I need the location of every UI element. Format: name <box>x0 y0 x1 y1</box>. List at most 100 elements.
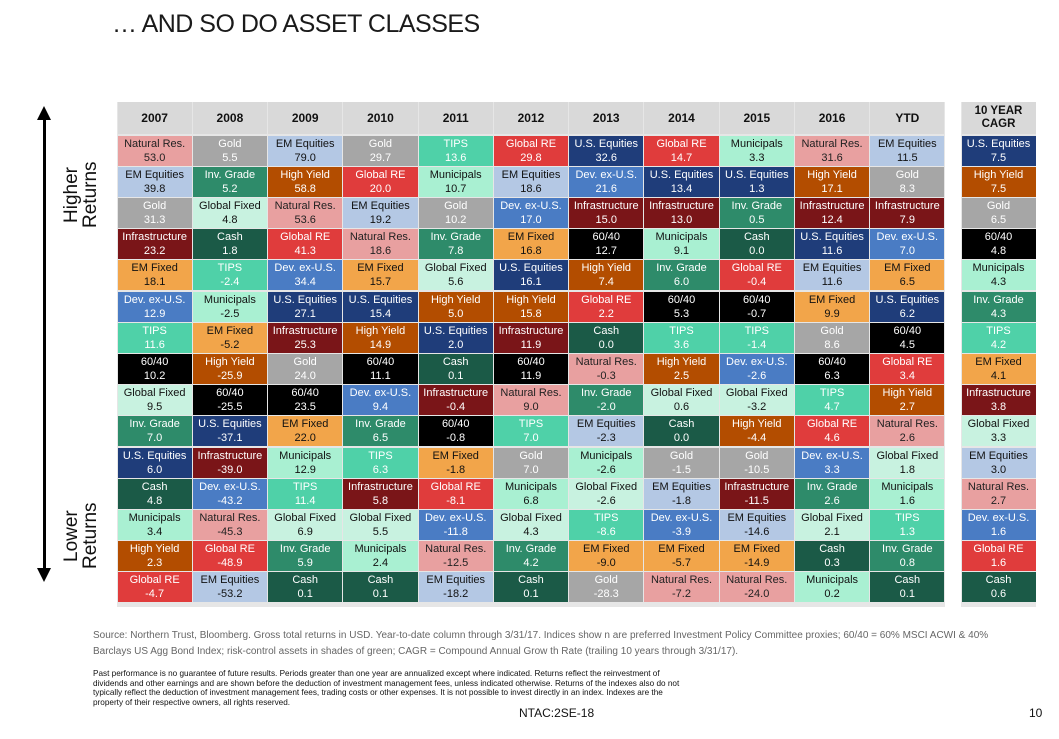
return-value: -9.0 <box>596 557 616 570</box>
asset-name: Natural Res. <box>425 543 487 556</box>
cell-tips: TIPS 7.0 <box>493 416 569 447</box>
cell-municipals: Municipals -2.5 <box>192 291 268 322</box>
return-value: 0.6 <box>990 588 1007 601</box>
return-value: 4.1 <box>990 369 1007 382</box>
return-value: -43.2 <box>217 494 243 507</box>
cell-high-yield: High Yield -25.9 <box>192 353 268 385</box>
cell-tips: TIPS 6.3 <box>343 447 418 478</box>
column-header-cagr: 10 YEAR CAGR <box>961 102 1036 134</box>
cell-natural-res: Natural Res. 53.0 <box>117 135 192 166</box>
asset-name: Inv. Grade <box>806 480 858 493</box>
cell-em-equities: EM Equities -14.6 <box>719 509 794 541</box>
asset-name: Dev. ex-U.S. <box>726 355 788 368</box>
return-value: 7.5 <box>990 182 1007 195</box>
cell-gold: Gold 29.7 <box>343 135 418 166</box>
higher-returns-line-2: Returns <box>80 161 101 229</box>
return-value: 4.3 <box>990 276 1007 289</box>
asset-name: Global Fixed <box>575 480 638 493</box>
asset-name: Cash <box>819 543 845 556</box>
asset-name: Municipals <box>881 480 934 493</box>
cell-em-fixed: EM Fixed 22.0 <box>268 416 343 447</box>
return-value: -14.9 <box>744 557 770 570</box>
return-value: -45.3 <box>217 525 243 538</box>
cell-infrastructure: Infrastructure 3.8 <box>961 385 1036 416</box>
return-value: 7.5 <box>990 151 1007 164</box>
asset-name: 60/40 <box>743 293 771 306</box>
cell-60-40: 60/40 23.5 <box>268 385 343 416</box>
cell-dev-ex-u-s: Dev. ex-U.S. 34.4 <box>268 260 343 291</box>
cell-high-yield: High Yield 14.9 <box>343 322 418 353</box>
return-value: 34.4 <box>294 276 316 289</box>
return-value: 18.6 <box>520 182 542 195</box>
asset-name: Inv. Grade <box>580 387 632 400</box>
disclaimer: Past performance is no guarantee of futu… <box>93 669 680 707</box>
cell-natural-res: Natural Res. -24.0 <box>719 572 794 603</box>
asset-name: 60/40 <box>291 387 319 400</box>
return-value: 2.7 <box>990 494 1007 507</box>
cell-inv-grade: Inv. Grade 2.6 <box>794 478 870 509</box>
asset-name: Gold <box>594 574 618 587</box>
asset-name: Cash <box>593 324 620 337</box>
return-value: 22.0 <box>294 432 316 445</box>
asset-name: Inv. Grade <box>430 231 481 244</box>
return-value: 4.3 <box>990 307 1007 320</box>
return-value: 2.1 <box>824 525 840 538</box>
return-value: -2.3 <box>596 432 616 445</box>
asset-name: EM Fixed <box>357 262 404 275</box>
cell-60-40: 60/40 -0.8 <box>418 416 493 447</box>
asset-name: Global RE <box>280 231 331 244</box>
column-header-2016: 2016 <box>794 102 870 134</box>
return-value: 9.5 <box>146 401 163 414</box>
cell-em-fixed: EM Fixed 15.7 <box>343 260 418 291</box>
asset-name: EM Fixed <box>733 543 781 556</box>
return-value: 1.6 <box>990 557 1007 570</box>
cell-gold: Gold -10.5 <box>719 447 794 478</box>
asset-name: High Yield <box>732 418 782 431</box>
asset-name: Natural Res. <box>575 355 637 368</box>
return-value: 12.9 <box>294 463 316 476</box>
cell-60-40: 60/40 12.7 <box>569 229 644 260</box>
return-value: 11.4 <box>294 494 316 507</box>
asset-name: Global Fixed <box>424 262 487 275</box>
higher-returns-label: Higher Returns <box>61 140 101 250</box>
return-value: 7.4 <box>598 276 614 289</box>
cell-gold: Gold 31.3 <box>117 197 192 229</box>
asset-name: Gold <box>745 449 769 462</box>
cell-em-equities: EM Equities 79.0 <box>268 135 343 166</box>
cell-u-s-equities: U.S. Equities 1.3 <box>719 166 794 197</box>
return-value: 0.2 <box>824 588 840 601</box>
cell-inv-grade: Inv. Grade 5.9 <box>268 541 343 572</box>
return-value: 6.5 <box>899 276 915 289</box>
cell-infrastructure: Infrastructure -0.4 <box>418 385 493 416</box>
cell-em-equities: EM Equities -53.2 <box>192 572 268 603</box>
return-value: 13.4 <box>670 182 693 195</box>
return-value: -5.7 <box>672 557 691 570</box>
cell-infrastructure: Infrastructure 13.0 <box>644 197 719 229</box>
column-header-2007: 2007 <box>117 102 192 134</box>
cell-u-s-equities: U.S. Equities 15.4 <box>343 291 418 322</box>
asset-name: EM Equities <box>802 262 862 275</box>
asset-name: 60/40 <box>818 355 846 368</box>
asset-name: Global RE <box>505 137 557 150</box>
asset-name: Global RE <box>129 574 180 587</box>
return-value: 6.5 <box>372 432 389 445</box>
return-value: 6.9 <box>297 525 313 538</box>
return-value: -2.6 <box>596 494 616 507</box>
cell-em-equities: EM Equities 19.2 <box>343 197 418 229</box>
cell-em-equities: EM Equities -18.2 <box>418 572 493 603</box>
asset-name: Natural Res. <box>274 199 336 212</box>
cell-tips: TIPS 1.3 <box>870 509 945 541</box>
cell-infrastructure: Infrastructure 25.3 <box>268 322 343 353</box>
return-value: 5.2 <box>222 182 238 195</box>
column-header-2012: 2012 <box>493 102 569 134</box>
asset-name: Infrastructure <box>197 449 263 462</box>
return-value: 0.6 <box>673 401 690 414</box>
cell-infrastructure: Infrastructure 11.9 <box>493 322 569 353</box>
return-value: 41.3 <box>294 245 316 258</box>
asset-name: Infrastructure <box>272 324 338 337</box>
cell-60-40: 60/40 4.5 <box>870 322 945 353</box>
return-value: -7.2 <box>672 588 691 601</box>
cell-em-fixed: EM Fixed 4.1 <box>961 353 1036 385</box>
cell-inv-grade: Inv. Grade 0.5 <box>719 197 794 229</box>
column-header-2015: 2015 <box>719 102 794 134</box>
